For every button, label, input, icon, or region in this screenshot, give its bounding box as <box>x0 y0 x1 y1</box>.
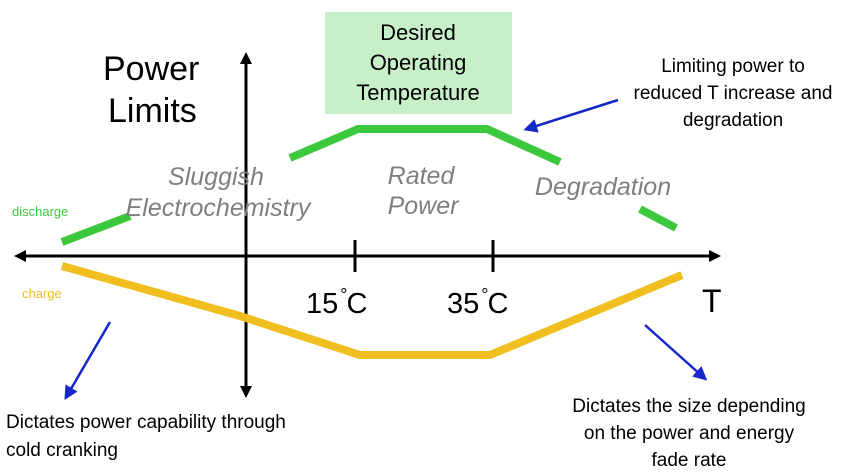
region-sluggish-line2: Electrochemistry <box>126 194 312 222</box>
title-line1: Power <box>103 50 199 88</box>
charge-curve <box>60 262 684 359</box>
tick-label-15c: 15 °C <box>306 285 367 320</box>
annotation-bottom-right-line1: Dictates the size depending <box>572 396 805 417</box>
annotation-bottom-left-line1: Dictates power capability through <box>6 412 286 433</box>
arrow-cold-cranking <box>64 321 112 401</box>
region-rated-line2: Power <box>388 192 461 220</box>
desired-box-line3: Temperature <box>356 80 480 105</box>
discharge-curve <box>60 212 132 246</box>
annotation-bottom-right-line3: fade rate <box>652 450 727 471</box>
annotation-top-right-line3: degradation <box>683 110 783 131</box>
desired-box-line1: Desired <box>380 20 456 45</box>
region-rated-line1: Rated <box>388 162 456 190</box>
legend-discharge: discharge <box>12 204 68 219</box>
annotation-top-right-line2: reduced T increase and <box>634 83 833 104</box>
annotation-bottom-left-line2: cold cranking <box>6 440 118 461</box>
tick-label-35c: 35 °C <box>447 285 508 320</box>
annotation-bottom-right-line2: on the power and energy <box>584 423 795 444</box>
arrow-size-fade <box>644 324 708 381</box>
arrow-limiting-power <box>523 98 619 133</box>
discharge-curve-center <box>288 125 562 166</box>
title-line2: Limits <box>108 92 197 130</box>
desired-operating-temperature-box <box>325 12 512 114</box>
region-degradation: Degradation <box>535 173 671 201</box>
annotation-top-right-line1: Limiting power to <box>661 56 805 77</box>
x-axis-label: T <box>702 283 722 319</box>
legend-charge: charge <box>22 286 62 301</box>
region-sluggish-line1: Sluggish <box>168 163 264 191</box>
discharge-curve-right <box>638 205 678 232</box>
desired-box-line2: Operating <box>370 50 467 75</box>
